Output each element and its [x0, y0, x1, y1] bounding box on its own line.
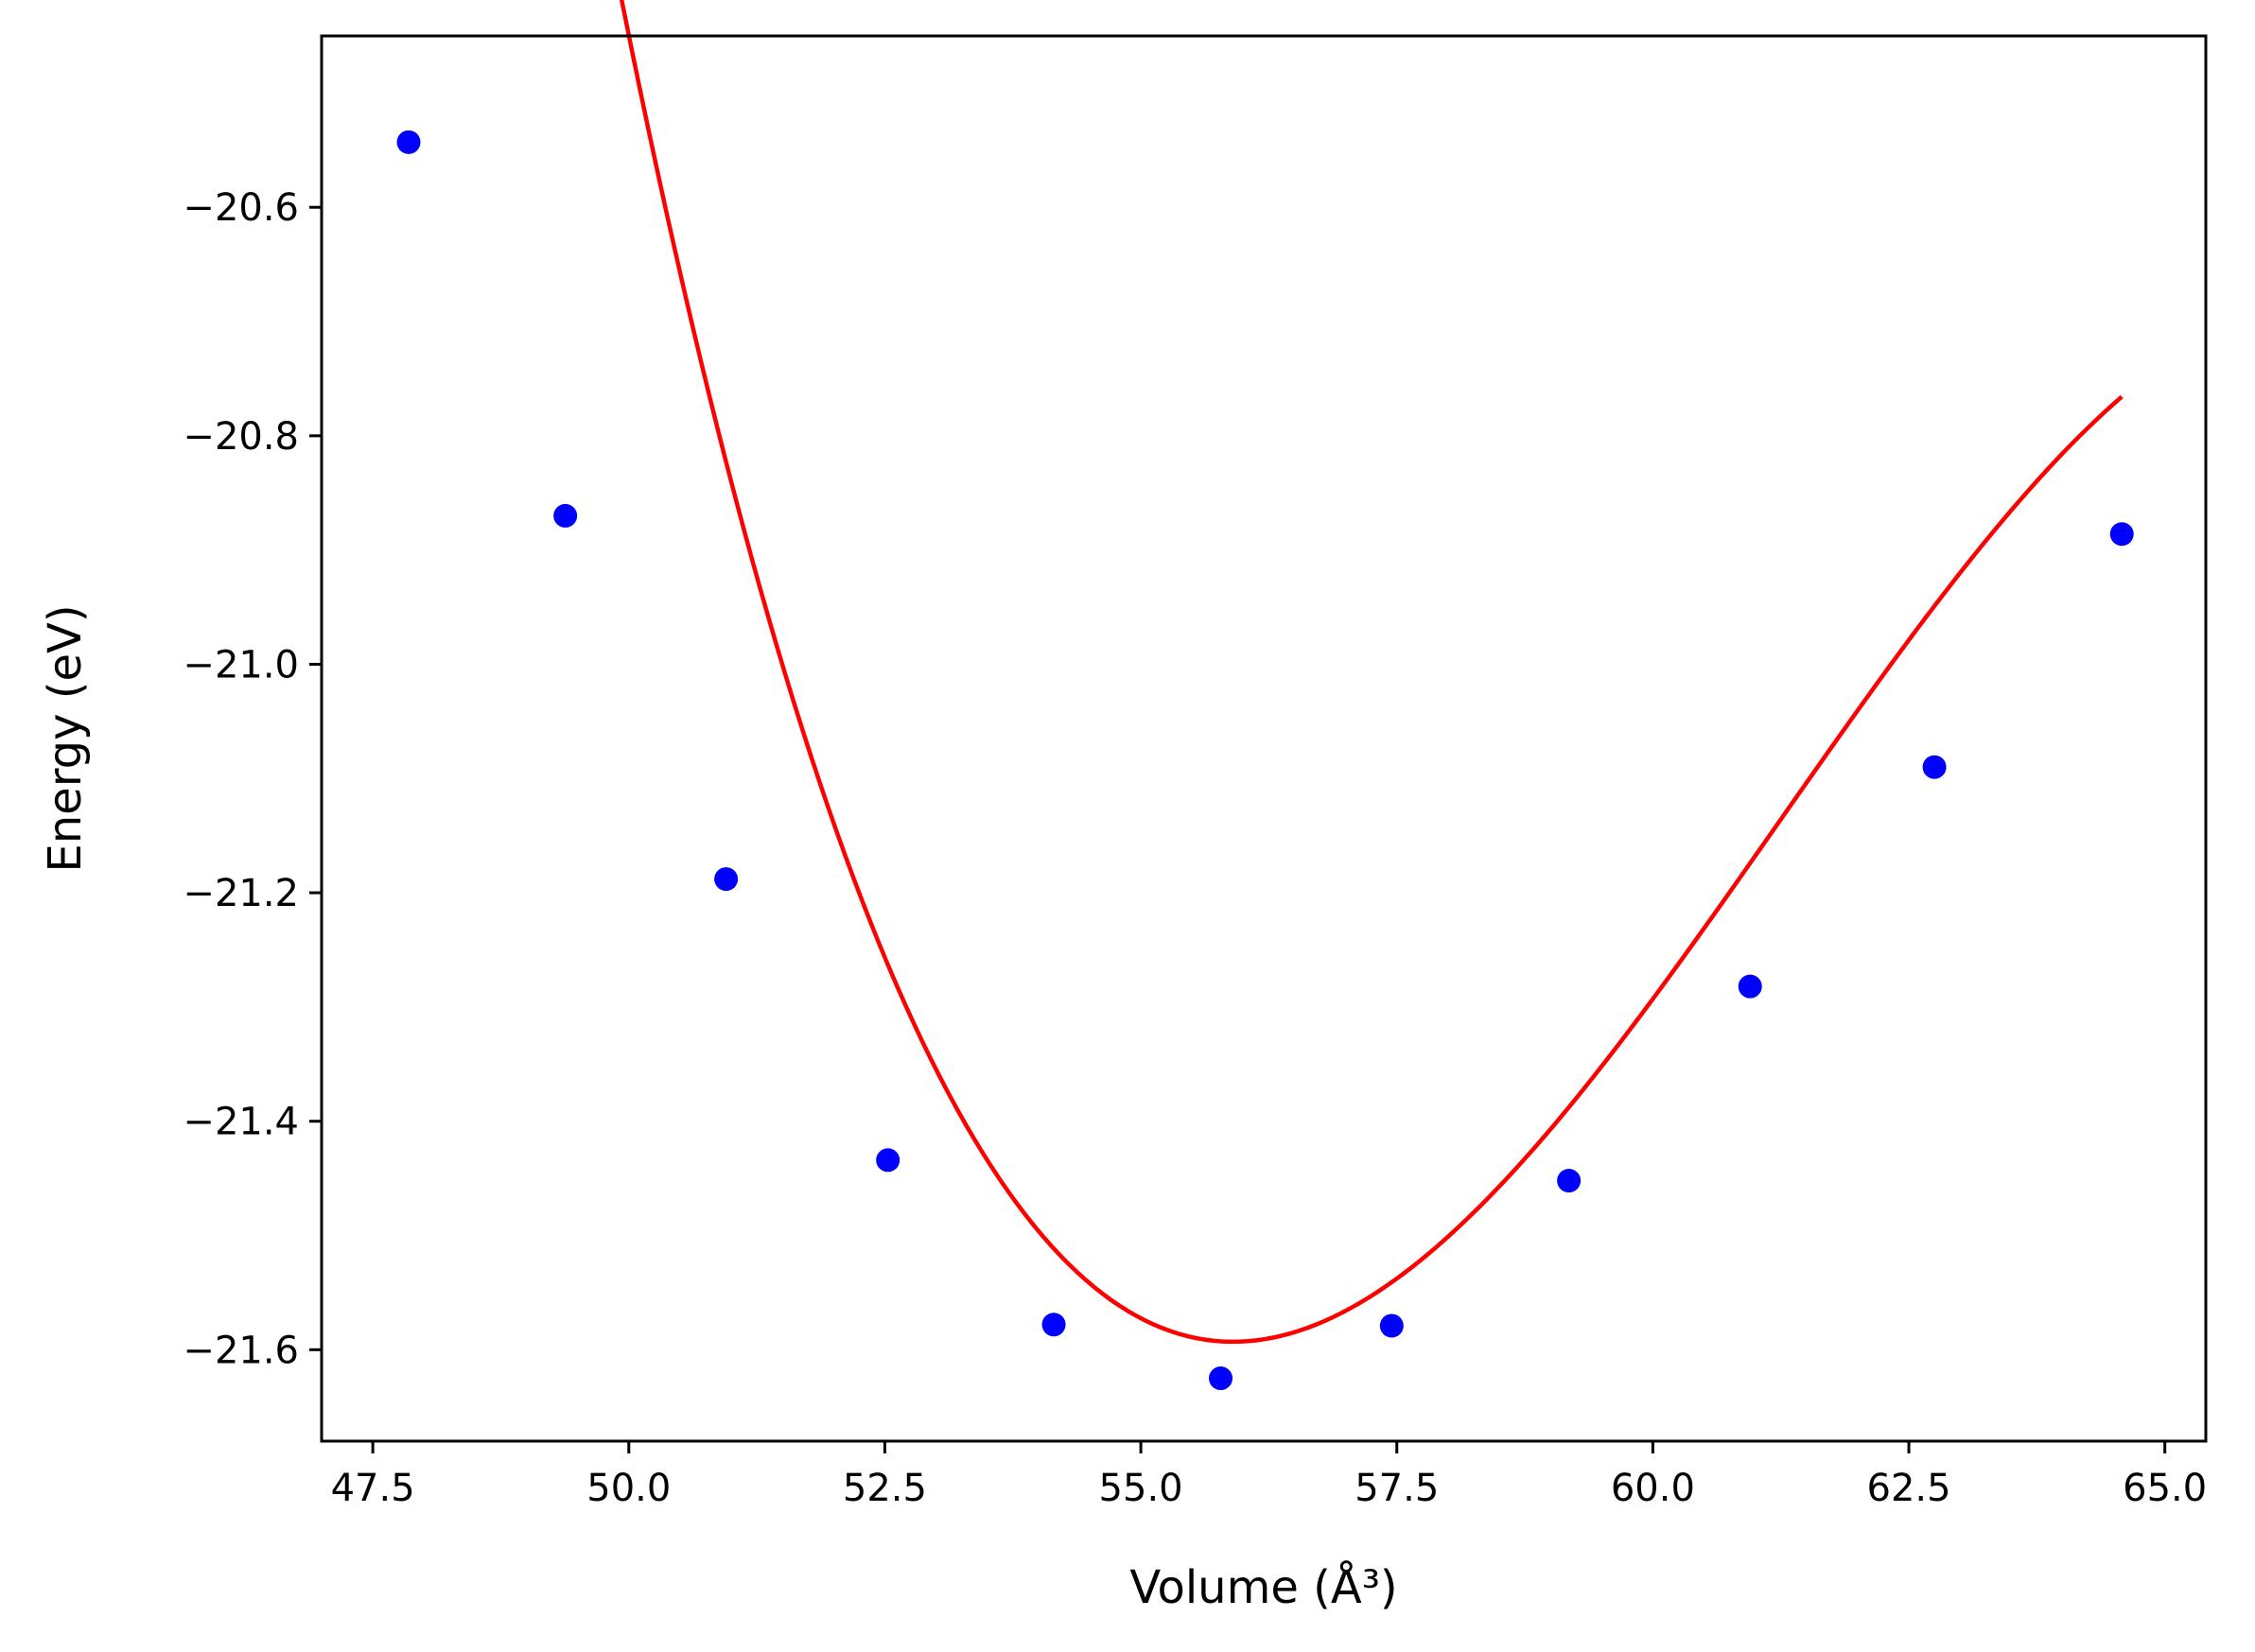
data-point	[1379, 1313, 1404, 1338]
y-tick-label: −21.2	[183, 872, 299, 915]
plot-frame	[320, 34, 2208, 1443]
x-tick-label: 47.5	[331, 1467, 415, 1510]
data-point	[553, 503, 578, 528]
data-point	[2109, 522, 2134, 547]
y-tick-label: −20.8	[183, 415, 299, 459]
data-point	[1557, 1169, 1582, 1193]
y-tick-label: −21.6	[183, 1329, 299, 1372]
data-point	[1209, 1366, 1233, 1391]
data-points-layer	[396, 130, 2134, 1391]
x-tick-label: 62.5	[1867, 1467, 1951, 1510]
fit-curve	[619, 0, 2124, 1345]
data-point	[1041, 1313, 1066, 1337]
fit-curve-layer	[619, 0, 2124, 1345]
data-point	[396, 130, 421, 154]
y-axis-ticks: −20.6 −20.8 −21.0 −21.2 −21.4 −21.6	[183, 186, 322, 1372]
x-axis-title: Volume (Å³)	[1129, 1560, 1397, 1614]
data-point	[876, 1148, 900, 1173]
y-tick-label: −21.4	[183, 1101, 299, 1144]
x-tick-label: 55.0	[1099, 1467, 1183, 1510]
data-point	[714, 867, 739, 892]
y-axis-title: Energy (eV)	[39, 604, 92, 872]
y-tick-label: −21.0	[183, 643, 299, 687]
x-axis-ticks: 47.5 50.0 52.5 55.0 57.5 60.0 62.5 65.0	[331, 1441, 2207, 1510]
data-point	[1738, 974, 1762, 999]
y-tick-label: −20.6	[183, 186, 299, 230]
data-point	[1922, 755, 1947, 779]
x-tick-label: 65.0	[2123, 1467, 2207, 1510]
x-tick-label: 60.0	[1611, 1467, 1695, 1510]
x-tick-label: 52.5	[843, 1467, 927, 1510]
x-tick-label: 57.5	[1355, 1467, 1439, 1510]
x-tick-label: 50.0	[586, 1467, 671, 1510]
